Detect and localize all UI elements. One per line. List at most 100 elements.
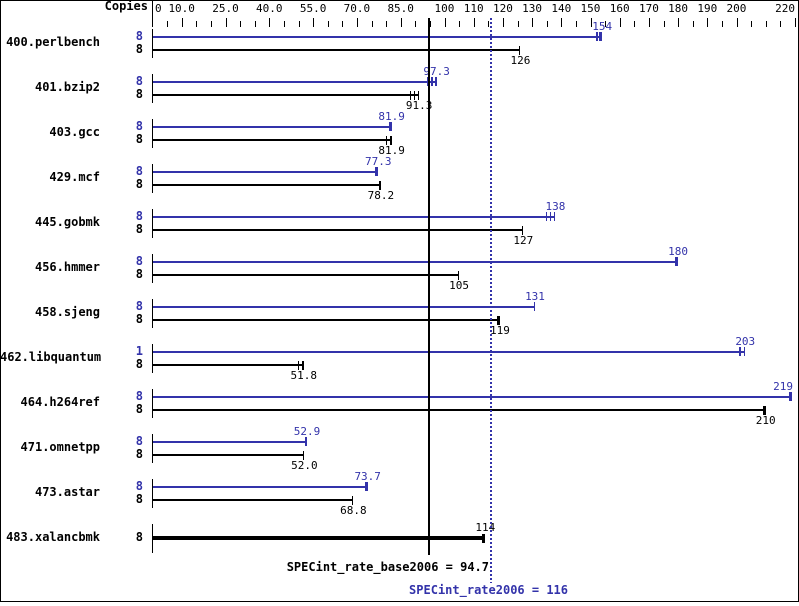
row-axis-bracket [152,74,153,103]
row-axis-bracket [152,389,153,418]
x-axis-minor-tick [196,21,198,27]
x-axis-minor-tick [210,21,212,27]
base-copies-label: 8 [135,222,143,236]
benchmark-label: 473.astar [34,485,100,500]
base-bar [152,409,766,411]
peak-copies-label: 8 [135,478,143,493]
benchmark-label: 483.xalancbmk [6,530,100,544]
peak-bar [152,170,379,173]
x-axis-major-tick [648,18,650,27]
x-axis-minor-tick [342,21,344,27]
x-axis-minor-tick [721,21,723,27]
peak-bar-end-tick [596,32,598,41]
peak-mean-line [490,18,493,583]
base-value-label: 126 [510,54,531,67]
peak-copies-label: 8 [135,28,143,43]
base-bar-end-tick [413,90,416,100]
peak-value-label: 81.9 [378,109,405,123]
x-axis-minor-tick [605,21,607,27]
x-axis-tick-label: 140 [551,2,572,15]
base-bar [152,454,305,456]
peak-bar [152,215,556,218]
x-axis-major-tick [619,18,621,27]
peak-bar [152,260,679,263]
base-bar [152,229,524,231]
peak-bar [152,440,307,443]
x-axis-major-tick [590,18,592,27]
peak-bar-end-tick [599,32,603,41]
benchmark-label: 456.hmmer [34,260,100,275]
x-axis-minor-tick [765,21,767,27]
benchmark-label: 471.omnetpp [20,440,100,455]
peak-bar-end-tick [675,257,679,266]
peak-bar-end-tick [305,437,307,446]
x-axis-minor-tick [429,21,431,27]
x-axis-tick-label: 0 [155,2,162,15]
x-axis-tick-label: 190 [697,2,718,15]
row-axis-bracket [152,254,153,283]
base-copies-label: 8 [135,267,143,281]
x-axis-line [152,0,153,27]
row-axis-bracket [152,479,153,508]
x-axis-major-tick [532,18,534,27]
base-bar [152,364,304,366]
x-axis-major-tick [181,18,183,27]
peak-bar-end-tick [788,392,792,401]
x-axis-minor-tick [386,21,388,27]
base-copies-label: 8 [135,357,143,371]
x-axis-major-tick [678,18,680,27]
peak-copies-label: 8 [135,73,143,88]
peak-copies-label: 8 [135,253,143,268]
base-value-label: 51.8 [290,369,318,382]
x-axis-major-tick [269,18,271,27]
x-axis-minor-tick [575,21,577,27]
row-axis-bracket [152,344,153,373]
peak-bar-end-tick [375,167,379,176]
peak-bar-end-tick [743,347,746,356]
base-copies-label: 8 [135,177,143,191]
base-mean-line [428,18,431,555]
peak-value-label: 154 [592,19,613,33]
peak-value-label: 97.3 [423,64,450,78]
benchmark-label: 445.gobmk [34,215,100,230]
base-value-label: 119 [490,324,510,337]
base-bar-end-tick [302,450,305,460]
x-axis-minor-tick [167,21,169,27]
peak-value-label: 180 [668,244,689,258]
peak-bar [152,125,392,128]
x-axis-minor-tick [415,21,417,27]
peak-bar [152,350,746,353]
x-axis-major-tick [400,18,402,27]
x-axis-tick-label: 120 [492,2,513,15]
peak-value-label: 73.7 [354,469,381,483]
x-axis-minor-tick [517,21,519,27]
base-copies-label: 8 [135,447,143,461]
peak-copies-label: 8 [135,433,143,448]
x-axis-minor-tick [371,21,373,27]
x-axis-tick-label: 40.0 [256,2,283,15]
base-bar-end-tick [417,90,420,100]
base-bar-end-tick [409,90,412,100]
x-axis-tick-label: 170 [638,2,659,15]
base-bar [152,499,354,501]
benchmark-label: 462.libquantum [0,350,102,365]
peak-bar [152,485,368,488]
base-value-label: 81.9 [378,144,405,157]
peak-bar [152,80,437,83]
base-bar [152,184,381,186]
base-value-label: 114 [475,521,496,534]
peak-bar-end-tick [549,212,552,221]
base-copies-label: 8 [135,42,143,56]
base-value-label: 78.2 [367,189,395,202]
base-bar [152,536,486,540]
base-bar-end-tick [351,495,354,505]
base-value-label: 210 [755,414,776,427]
x-axis-major-tick [444,18,446,27]
x-axis-minor-tick [692,21,694,27]
copies-column-header: Copies [104,0,148,13]
x-axis-minor-tick [780,21,782,27]
row-axis-bracket [152,164,153,193]
benchmark-label: 400.perlbench [6,35,100,50]
benchmark-label: 401.bzip2 [34,80,100,95]
x-axis-minor-tick [488,21,490,27]
